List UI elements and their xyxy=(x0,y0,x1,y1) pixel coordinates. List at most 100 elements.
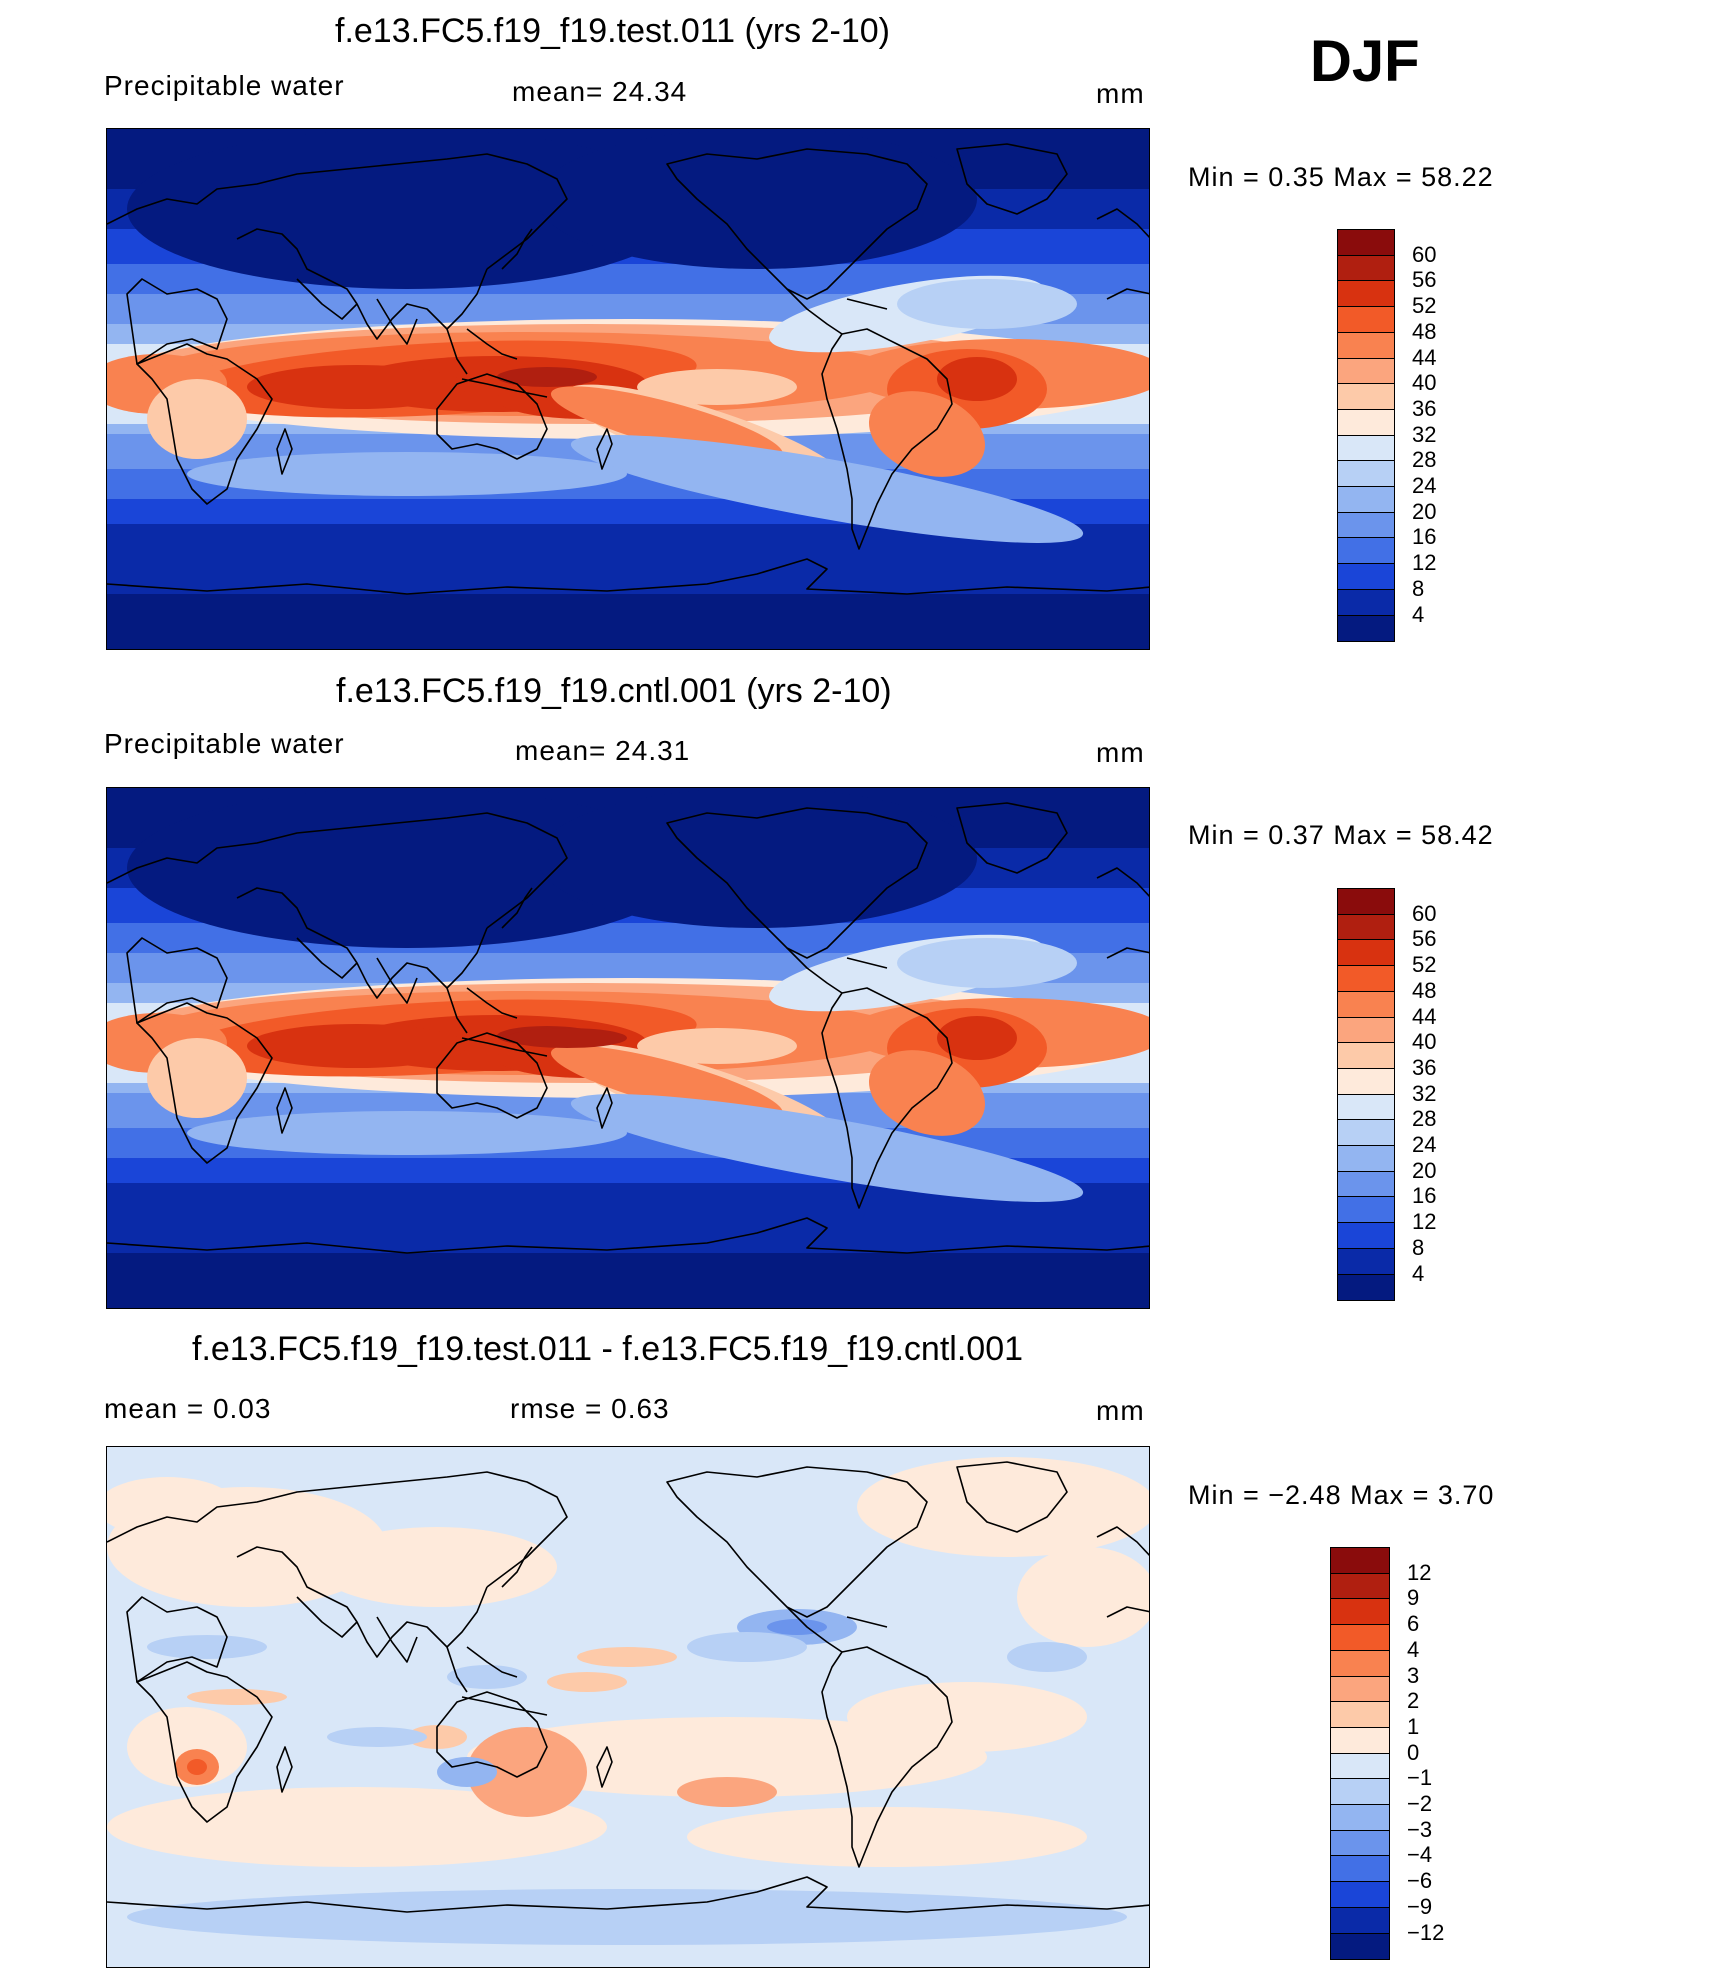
colorbar-tick-label: −6 xyxy=(1407,1868,1433,1894)
field-contour xyxy=(547,1672,627,1692)
colorbar-swatch xyxy=(1337,614,1395,642)
colorbar-swatch xyxy=(1337,939,1395,967)
coastline-path xyxy=(596,428,613,470)
colorbar-tick-label: 6 xyxy=(1407,1611,1420,1637)
coastline-path xyxy=(296,278,358,320)
colorbar-tick-label: 36 xyxy=(1412,1054,1437,1080)
field-contour xyxy=(247,365,467,409)
field-contour xyxy=(537,788,977,928)
coastline-path xyxy=(821,328,953,550)
coastline-path xyxy=(786,947,843,994)
coastlines xyxy=(107,1461,1149,1913)
colorbar-swatch xyxy=(1330,1624,1390,1652)
field-contour xyxy=(897,279,1077,329)
panel-1-minmax: Min = 0.35 Max = 58.22 xyxy=(1188,162,1494,192)
coastline-path xyxy=(956,143,1068,215)
colorbar-swatch xyxy=(1330,1726,1390,1755)
field-contour xyxy=(497,367,597,387)
colorbar-tick-label: 32 xyxy=(1412,1080,1437,1106)
coastline-path xyxy=(846,298,888,310)
coastline-path xyxy=(461,1037,548,1057)
panel-3-map xyxy=(106,1446,1150,1968)
coastline-path xyxy=(666,1466,928,1618)
coastline-path xyxy=(107,812,568,929)
coastline-path xyxy=(446,987,468,1034)
colorbar-tick-label: −3 xyxy=(1407,1816,1433,1842)
colorbar-tick-label: 28 xyxy=(1412,1106,1437,1132)
colorbar-tick-label: 16 xyxy=(1412,1183,1437,1209)
field-contour xyxy=(550,1045,784,1121)
coastline-path xyxy=(466,987,518,1019)
colorbar-swatch xyxy=(1337,1042,1395,1070)
field-contour xyxy=(147,379,247,459)
field-contour xyxy=(127,788,687,948)
panel-1-map-svg xyxy=(107,129,1149,649)
field-contour xyxy=(507,1028,627,1048)
colorbar-swatch xyxy=(1330,1932,1390,1960)
field-contour xyxy=(847,1682,1087,1752)
coastline-path xyxy=(846,1616,888,1628)
panel-2-map xyxy=(106,787,1150,1309)
colorbar-tick-label: 8 xyxy=(1412,1234,1425,1260)
colorbar-swatch xyxy=(1337,1273,1395,1301)
coastline-path xyxy=(276,1746,293,1793)
field-contour xyxy=(187,1689,287,1705)
colorbar-tick-label: 24 xyxy=(1412,1132,1437,1157)
colorbar-swatch xyxy=(1337,331,1395,359)
colorbar-tick-label: 3 xyxy=(1407,1662,1420,1688)
colorbar-swatch xyxy=(1337,1067,1395,1096)
colorbar-swatch xyxy=(1337,486,1395,514)
coastline-path xyxy=(126,1596,228,1683)
coastline-path xyxy=(596,1087,613,1129)
colorbar-tick-label: 32 xyxy=(1412,421,1437,447)
field-contour xyxy=(187,452,627,496)
colorbar-tick-label: 0 xyxy=(1407,1739,1420,1765)
field-contour xyxy=(687,1807,1087,1867)
colorbar-tick-label: 60 xyxy=(1412,241,1437,267)
field-contour xyxy=(897,938,1077,988)
colorbar-swatch xyxy=(1330,1701,1390,1729)
coastline-path xyxy=(1106,288,1149,300)
field-contour xyxy=(537,129,977,269)
season-label: DJF xyxy=(1310,29,1420,94)
coastline-path xyxy=(436,373,548,460)
coastline-path xyxy=(666,148,928,300)
colorbar-swatch xyxy=(1330,1675,1390,1703)
colorbar-swatch xyxy=(1337,990,1395,1018)
coastline-path xyxy=(666,807,928,959)
coastline-path xyxy=(446,1646,468,1693)
panel-2-map-svg xyxy=(107,788,1149,1308)
colorbar-tick-label: 56 xyxy=(1412,926,1437,952)
colorbar-tick-label: 28 xyxy=(1412,447,1437,473)
panel-1-map xyxy=(106,128,1150,650)
colorbar-tick-label: 44 xyxy=(1412,1003,1437,1029)
colorbar-swatch xyxy=(1330,1778,1390,1806)
field-contour xyxy=(327,1727,427,1747)
colorbar-swatch xyxy=(1337,1196,1395,1224)
coastline-path xyxy=(296,937,358,979)
field-contour xyxy=(577,1647,677,1667)
coastline-path xyxy=(1096,867,1149,898)
coastline-path xyxy=(821,1646,953,1868)
coastline-path xyxy=(1106,947,1149,959)
coastline-path xyxy=(466,328,518,360)
colorbar-swatch xyxy=(1337,1145,1395,1173)
coastline-path xyxy=(107,1217,1149,1254)
field-contour xyxy=(147,1635,267,1659)
coastline-path xyxy=(107,153,568,270)
panel-3-rmse: rmse = 0.63 xyxy=(510,1393,670,1424)
panel-1-units: mm xyxy=(1096,78,1145,109)
colorbar-tick-label: 40 xyxy=(1412,370,1437,396)
field-contour xyxy=(937,1016,1017,1060)
coastline-path xyxy=(376,298,418,345)
coastlines xyxy=(107,143,1149,595)
coastline-path xyxy=(1096,208,1149,239)
colorbar-tick-label: 20 xyxy=(1412,1157,1437,1183)
field-contour xyxy=(1017,1547,1149,1647)
colorbar-tick-label: 4 xyxy=(1412,1260,1425,1286)
coastline-path xyxy=(107,1876,1149,1913)
colorbar-tick-label: 8 xyxy=(1412,575,1425,601)
coastline-path xyxy=(107,1471,568,1588)
colorbar-tick-label: 12 xyxy=(1412,1209,1437,1235)
colorbar-swatch xyxy=(1337,1119,1395,1147)
